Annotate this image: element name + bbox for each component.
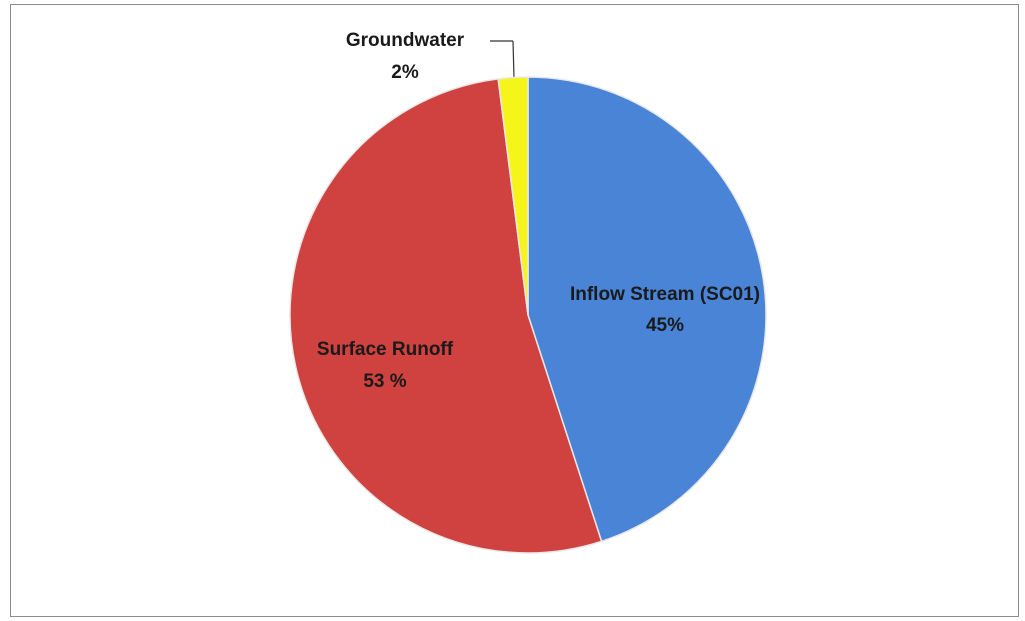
leader-line: [512, 40, 515, 79]
pie-slice: [497, 76, 529, 316]
value-label: 2%: [391, 62, 419, 83]
pie-slice: [289, 78, 603, 554]
pie-slice: [527, 76, 767, 543]
category-label: Surface Runoff: [317, 339, 454, 360]
category-label: Groundwater: [346, 30, 465, 51]
value-label: 53 %: [363, 371, 406, 392]
category-label: Inflow Stream (SC01): [570, 284, 760, 305]
value-label: 45%: [646, 315, 684, 336]
